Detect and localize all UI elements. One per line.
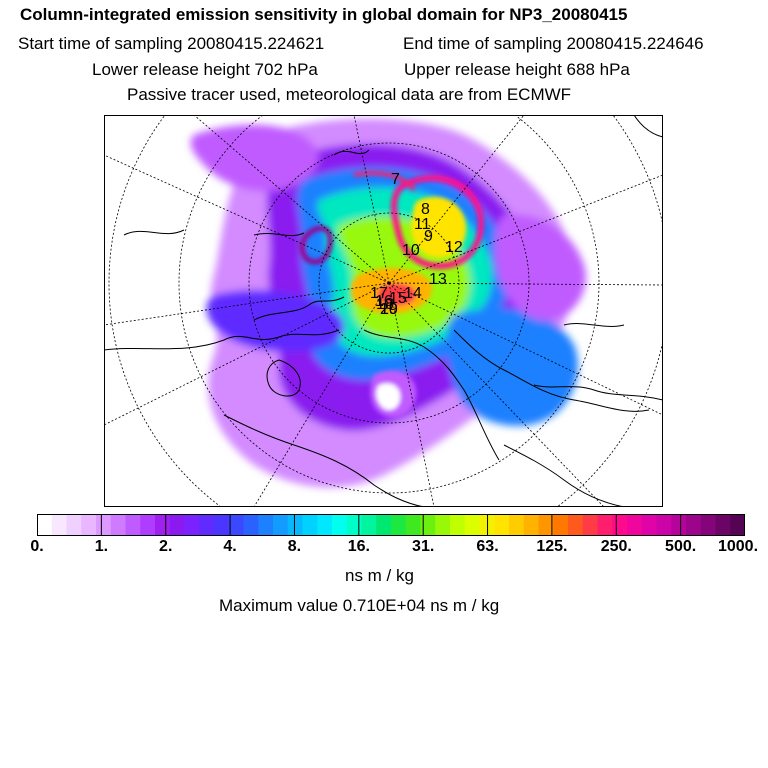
colorbar-cell bbox=[199, 514, 215, 536]
lower-release-label: Lower release height 702 hPa bbox=[92, 60, 318, 79]
colorbar-cell bbox=[287, 514, 303, 536]
colorbar-tick-label: 0. bbox=[30, 538, 44, 555]
colorbar-cell bbox=[523, 514, 539, 536]
start-time-label: Start time of sampling 20080415.224621 bbox=[18, 34, 325, 53]
colorbar-cell bbox=[612, 514, 628, 536]
colorbar-cell bbox=[391, 514, 407, 536]
colorbar-cell bbox=[627, 514, 643, 536]
colorbar-cell bbox=[317, 514, 333, 536]
traj-label-8: 8 bbox=[421, 201, 430, 218]
traj-label-18: 18 bbox=[376, 296, 394, 313]
sensitivity-map: 7 8 9 10 11 12 13 14 15 16 17 18 19 20 bbox=[104, 115, 663, 507]
colorbar-cell bbox=[302, 514, 318, 536]
colorbar-cell bbox=[214, 514, 230, 536]
colorbar-cell bbox=[656, 514, 672, 536]
traj-label-19: 19 bbox=[380, 301, 398, 318]
trajectory-labels: 7 8 9 10 11 12 13 14 15 16 17 18 19 20 bbox=[370, 171, 463, 318]
colorbar-cell bbox=[538, 514, 554, 536]
end-time-label: End time of sampling 20080415.224646 bbox=[403, 34, 704, 53]
traj-label-14: 14 bbox=[404, 285, 422, 302]
colorbar-tick-label: 125. bbox=[536, 538, 568, 555]
traj-label-15: 15 bbox=[389, 290, 407, 307]
chart-title: Column-integrated emission sensitivity i… bbox=[20, 5, 628, 24]
colorbar-tick-label: 2. bbox=[159, 538, 173, 555]
colorbar-cell bbox=[730, 514, 745, 536]
colorbar-tick-label: 16. bbox=[347, 538, 370, 555]
traj-label-7: 7 bbox=[391, 171, 400, 188]
colorbar-cell bbox=[686, 514, 702, 536]
colorbar-tick-label: 8. bbox=[287, 538, 302, 555]
colorbar-cell bbox=[51, 514, 67, 536]
colorbar-cell bbox=[169, 514, 185, 536]
graticule bbox=[104, 115, 663, 507]
colorbar-tick-label: 500. bbox=[665, 538, 697, 555]
plume-field bbox=[190, 118, 586, 488]
colorbar-cell bbox=[243, 514, 259, 536]
colorbar-cell bbox=[332, 514, 348, 536]
colorbar-cell bbox=[81, 514, 97, 536]
colorbar-cell bbox=[184, 514, 200, 536]
colorbar-cell bbox=[597, 514, 613, 536]
colorbar-cell bbox=[715, 514, 731, 536]
colorbar-tick-label: 4. bbox=[223, 538, 237, 555]
traj-label-13: 13 bbox=[429, 271, 447, 288]
colorbar-cell bbox=[273, 514, 289, 536]
traj-label-11: 11 bbox=[414, 216, 431, 233]
colorbar-cell bbox=[37, 514, 53, 536]
colorbar-cell bbox=[346, 514, 362, 536]
colorbar-cell bbox=[641, 514, 657, 536]
colorbar-cell bbox=[110, 514, 126, 536]
colorbar-cell bbox=[228, 514, 244, 536]
colorbar-cell bbox=[420, 514, 436, 536]
colorbar-tick-label: 31. bbox=[412, 538, 435, 555]
colorbar-cell bbox=[582, 514, 598, 536]
colorbar-cell bbox=[509, 514, 525, 536]
colorbar-cell bbox=[568, 514, 584, 536]
traj-label-12: 12 bbox=[445, 239, 463, 256]
colorbar-cell bbox=[155, 514, 171, 536]
colorbar-cell bbox=[671, 514, 687, 536]
colorbar-cell bbox=[464, 514, 480, 536]
colorbar-tick-label: 1. bbox=[94, 538, 109, 555]
colorbar-cell bbox=[66, 514, 82, 536]
colorbar-cell bbox=[553, 514, 569, 536]
colorbar-tick-label: 63. bbox=[476, 538, 499, 555]
coastlines bbox=[104, 115, 663, 507]
colorbar-tick-label: 250. bbox=[600, 538, 632, 555]
traj-label-20: 20 bbox=[380, 301, 398, 318]
colorbar-unit-label: ns m / kg bbox=[345, 566, 414, 585]
colorbar-cell bbox=[435, 514, 451, 536]
traj-label-9: 9 bbox=[424, 228, 433, 245]
map-frame bbox=[104, 115, 663, 507]
colorbar-cell bbox=[125, 514, 141, 536]
colorbar-cell bbox=[140, 514, 156, 536]
upper-release-label: Upper release height 688 hPa bbox=[404, 60, 630, 79]
colorbar-cell bbox=[361, 514, 377, 536]
tracer-note: Passive tracer used, meteorological data… bbox=[127, 85, 572, 104]
colorbar-tick-label: 1000. bbox=[717, 538, 759, 555]
max-value-label: Maximum value 0.710E+04 ns m / kg bbox=[219, 596, 500, 615]
traj-label-10: 10 bbox=[402, 242, 420, 259]
colorbar-cell bbox=[405, 514, 421, 536]
traj-label-17: 17 bbox=[370, 285, 388, 302]
colorbar-cell bbox=[450, 514, 466, 536]
traj-label-16: 16 bbox=[375, 293, 393, 310]
colorbar-cell bbox=[258, 514, 274, 536]
colorbar-cell bbox=[700, 514, 716, 536]
colorbar-cell bbox=[376, 514, 392, 536]
colorbar-cell bbox=[96, 514, 112, 536]
colorbar bbox=[37, 514, 745, 536]
colorbar-cell bbox=[494, 514, 510, 536]
